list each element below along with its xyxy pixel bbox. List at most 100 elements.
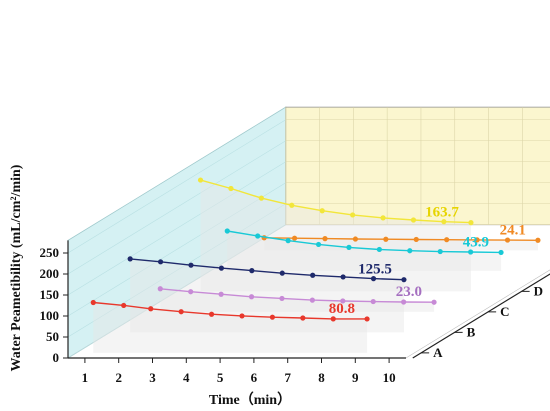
series-line-b bbox=[130, 258, 404, 281]
end-value-label: 43.9 bbox=[463, 234, 489, 250]
data-point bbox=[157, 286, 163, 292]
left-gridline bbox=[67, 224, 286, 359]
x-tick-label: 2 bbox=[115, 370, 122, 385]
series-line-d bbox=[200, 179, 471, 224]
data-point bbox=[300, 315, 306, 321]
data-point bbox=[498, 249, 504, 256]
y-axis-title: Water Peametibility (mL/cm²/min) bbox=[9, 164, 24, 371]
x-tick-label: 10 bbox=[383, 370, 396, 385]
y-tick-label: 200 bbox=[40, 266, 60, 281]
series-curtain bbox=[160, 288, 435, 312]
y-tick-label: 0 bbox=[53, 350, 60, 365]
data-point bbox=[90, 299, 96, 306]
data-point bbox=[407, 248, 413, 254]
data-point bbox=[224, 228, 230, 234]
y-tick-label: 250 bbox=[40, 245, 60, 260]
data-point bbox=[340, 274, 346, 280]
data-point bbox=[401, 277, 407, 283]
data-point bbox=[346, 244, 352, 250]
data-point bbox=[330, 316, 336, 322]
data-point bbox=[258, 195, 264, 201]
data-point bbox=[350, 212, 356, 218]
series-line-anaconda bbox=[227, 230, 502, 254]
data-point bbox=[218, 291, 224, 297]
data-point bbox=[352, 236, 359, 242]
end-value-label: 24.1 bbox=[500, 222, 526, 238]
data-point bbox=[340, 298, 346, 304]
data-point bbox=[441, 219, 447, 225]
depth-tick-label: A bbox=[433, 345, 443, 360]
data-point bbox=[188, 289, 194, 295]
left-gridline bbox=[67, 119, 286, 254]
data-point bbox=[468, 249, 474, 255]
data-point bbox=[239, 313, 245, 319]
data-point bbox=[279, 270, 285, 276]
end-value-label: 23.0 bbox=[396, 284, 422, 300]
data-point bbox=[178, 309, 184, 315]
series-line-c bbox=[160, 288, 435, 303]
series-curtain bbox=[93, 302, 368, 353]
y-tick-label: 50 bbox=[46, 329, 59, 344]
y-tick-label: 100 bbox=[40, 308, 60, 323]
data-point bbox=[127, 256, 133, 262]
data-point bbox=[410, 217, 417, 223]
data-point bbox=[285, 238, 291, 244]
back-wall bbox=[285, 106, 550, 226]
data-point bbox=[121, 302, 127, 309]
data-point bbox=[401, 299, 407, 305]
data-point bbox=[228, 185, 234, 192]
data-point bbox=[157, 259, 164, 265]
series-curtain bbox=[264, 237, 538, 251]
data-point bbox=[255, 233, 261, 239]
x-tick-label: 1 bbox=[82, 370, 89, 385]
data-point bbox=[380, 215, 386, 221]
data-point bbox=[289, 202, 295, 208]
series-curtain bbox=[130, 258, 404, 333]
series-curtain bbox=[200, 180, 471, 292]
series-curtain bbox=[227, 230, 502, 271]
left-gridline bbox=[67, 161, 286, 296]
data-point bbox=[188, 262, 194, 268]
data-point bbox=[370, 298, 376, 305]
end-value-label: 80.8 bbox=[329, 301, 355, 317]
data-point bbox=[468, 220, 474, 226]
x-tick-label: 4 bbox=[183, 370, 190, 385]
series-line-a bbox=[93, 301, 368, 320]
data-point bbox=[279, 295, 285, 302]
data-point bbox=[315, 241, 322, 248]
end-value-label: 125.5 bbox=[358, 262, 392, 278]
data-point bbox=[370, 276, 377, 282]
data-point bbox=[218, 265, 225, 271]
x-tick-label: 8 bbox=[318, 370, 325, 385]
data-point bbox=[376, 246, 382, 253]
data-point bbox=[310, 272, 316, 278]
x-tick-label: 3 bbox=[149, 370, 156, 385]
data-point bbox=[291, 235, 298, 241]
end-value-label: 163.7 bbox=[425, 205, 459, 221]
left-gridline bbox=[67, 182, 286, 317]
data-point bbox=[437, 248, 443, 255]
left-gridline bbox=[67, 203, 286, 338]
x-tick-label: 6 bbox=[251, 370, 258, 385]
depth-tick-label: D bbox=[534, 283, 543, 298]
data-point bbox=[197, 177, 204, 183]
data-point bbox=[208, 311, 215, 317]
x-axis-title: Time（min） bbox=[209, 392, 291, 408]
data-point bbox=[504, 237, 511, 243]
left-gridline bbox=[67, 140, 286, 275]
y-tick-label: 150 bbox=[40, 287, 60, 302]
chart-grid bbox=[67, 107, 550, 359]
series-layer bbox=[90, 177, 541, 353]
depth-tick-label: C bbox=[500, 304, 509, 319]
data-point bbox=[474, 237, 480, 243]
chart-axes: ABCDAnacondaZenith0501001502002501234567… bbox=[40, 240, 550, 385]
depth-tick-label: B bbox=[467, 324, 476, 339]
x-tick-label: 9 bbox=[352, 370, 359, 385]
data-point bbox=[249, 268, 255, 274]
data-point bbox=[431, 299, 437, 305]
data-point bbox=[413, 236, 419, 243]
data-point bbox=[148, 306, 154, 312]
x-tick-label: 7 bbox=[284, 370, 291, 385]
data-point bbox=[364, 316, 370, 322]
data-point bbox=[248, 294, 255, 300]
